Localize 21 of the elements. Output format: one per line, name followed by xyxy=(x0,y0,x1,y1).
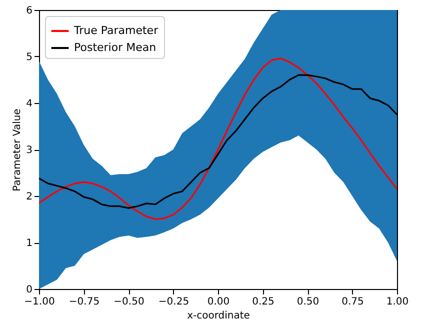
y-tick-label: 2 xyxy=(26,192,32,202)
y-tick-label: 5 xyxy=(26,52,32,63)
x-tick-label: 0.50 xyxy=(296,296,320,308)
x-tick-label: 1.00 xyxy=(386,296,409,308)
legend-label: True Parameter xyxy=(73,24,159,37)
y-tick-label: 1 xyxy=(26,238,32,249)
x-tick-label: −1.00 xyxy=(24,296,55,308)
y-tick-label: 6 xyxy=(26,6,32,16)
x-tick-label: 0.00 xyxy=(207,296,230,308)
line-series xyxy=(39,58,397,220)
x-tick-label: −0.25 xyxy=(158,296,190,308)
x-tick-label: 0.25 xyxy=(252,296,274,308)
x-tick-label: −0.75 xyxy=(68,296,100,308)
y-tick-label: 0 xyxy=(26,284,32,296)
x-tick-label: 0.75 xyxy=(342,296,364,308)
x-tick-label: −0.50 xyxy=(114,296,144,308)
x-axis-title: x-coordinate xyxy=(187,310,250,322)
y-tick-label: 3 xyxy=(26,145,32,156)
legend-label: Posterior Mean xyxy=(74,41,156,54)
y-tick-label: 4 xyxy=(26,98,32,110)
y-axis-title: Parameter Value xyxy=(12,108,24,192)
